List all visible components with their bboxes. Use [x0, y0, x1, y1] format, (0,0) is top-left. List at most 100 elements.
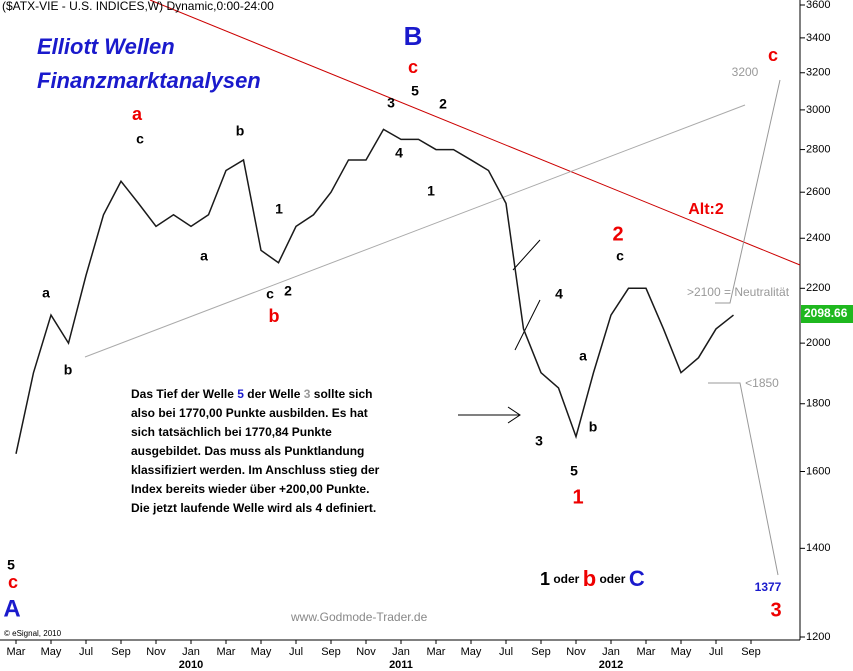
annotation: 3 [770, 599, 781, 621]
annotation: A [3, 595, 20, 622]
target-line-down [708, 382, 779, 576]
x-tick-label: Jan [182, 646, 200, 658]
annotation: 1 [572, 486, 583, 508]
annotation: c [8, 572, 18, 592]
y-tick-label: 2400 [806, 232, 830, 244]
price-line [15, 128, 734, 454]
annotation: 1 [275, 201, 283, 217]
y-tick-label: 1400 [806, 542, 830, 554]
alternatives: 1 oder b oder C [540, 566, 645, 591]
x-tick-label: Mar [637, 646, 656, 658]
annotation: a [579, 348, 587, 364]
annotation: 4 [555, 286, 563, 302]
y-tick-label: 3200 [806, 67, 830, 79]
annotation: Finanzmarktanalysen [37, 68, 261, 93]
note-text: Die jetzt laufende Welle wird als 4 defi… [131, 501, 376, 515]
annotation: a [42, 285, 50, 301]
note-text: der Welle [244, 387, 304, 401]
watermark: www.Godmode-Trader.de [290, 610, 428, 624]
alternative: 1 [540, 569, 550, 589]
arrow-head [507, 406, 521, 424]
annotation: c [616, 248, 624, 264]
annotation: b [236, 123, 245, 139]
x-tick-label: Jan [602, 646, 620, 658]
note-text: ausgebildet. Das muss als Punktlandung [131, 444, 364, 458]
note-text: klassifiziert werden. Im Anschluss stieg… [131, 463, 380, 477]
annotation: c [768, 45, 778, 65]
alternative: oder [596, 572, 629, 586]
x-tick-label: Jul [499, 646, 513, 658]
x-tick-label: May [41, 646, 62, 658]
note-text: 3 [304, 387, 311, 401]
annotation: 3200 [732, 65, 759, 79]
x-tick-label: Mar [427, 646, 446, 658]
annotation: 5 [411, 83, 419, 99]
annotation: <1850 [745, 376, 779, 390]
x-tick-label: May [251, 646, 272, 658]
y-tick-label: 1600 [806, 465, 830, 477]
x-tick-label: Jan [392, 646, 410, 658]
x-tick-label: May [461, 646, 482, 658]
y-tick-label: 1200 [806, 631, 830, 643]
annotation: a [132, 104, 143, 124]
wave-line [514, 299, 541, 351]
x-tick-label: Nov [566, 646, 586, 658]
price-box [801, 305, 853, 323]
annotation: Elliott Wellen [37, 34, 175, 59]
x-tick-label: Mar [217, 646, 236, 658]
y-tick-label: 1800 [806, 398, 830, 410]
year-label: 2010 [179, 659, 203, 671]
y-tick-label: 3600 [806, 0, 830, 11]
annotation: 1377 [755, 580, 782, 594]
y-tick-label: 2800 [806, 143, 830, 155]
y-tick-label: 2000 [806, 337, 830, 349]
annotation: c [408, 57, 418, 77]
annotation: b [64, 362, 73, 378]
annotation: 3 [387, 95, 395, 111]
support-line [84, 104, 746, 358]
note: Das Tief der Welle 5 der Welle 3 sollte … [131, 387, 380, 515]
annotation: c [136, 131, 144, 147]
y-tick-label: 3400 [806, 32, 830, 44]
x-tick-label: Sep [111, 646, 131, 658]
x-tick-label: May [671, 646, 692, 658]
alternative: b [583, 566, 596, 591]
target-line-up [715, 79, 781, 304]
x-tick-label: Nov [146, 646, 166, 658]
x-tick-label: Mar [7, 646, 26, 658]
resistance-line [149, 0, 801, 266]
note-text: Index bereits wieder über +200,00 Punkte… [131, 482, 369, 496]
y-tick-label: 2200 [806, 282, 830, 294]
note-text: sollte sich [310, 387, 372, 401]
x-tick-label: Nov [356, 646, 376, 658]
annotation: b [589, 419, 598, 435]
copyright: © eSignal, 2010 [4, 629, 62, 638]
y-tick-label: 2600 [806, 186, 830, 198]
annotation: a [200, 248, 208, 264]
x-tick-label: Sep [741, 646, 761, 658]
chart-title: ($ATX-VIE - U.S. INDICES,W) Dynamic,0:00… [2, 0, 274, 13]
last-price: 2098.66 [804, 306, 848, 320]
x-tick-label: Sep [531, 646, 551, 658]
annotation: 5 [7, 557, 15, 573]
annotation: 5 [570, 463, 578, 479]
alternative: oder [550, 572, 583, 586]
x-tick-label: Jul [79, 646, 93, 658]
annotation: 2 [439, 96, 447, 112]
alternative: C [629, 566, 645, 591]
note-text: also bei 1770,00 Punkte ausbilden. Es ha… [131, 406, 368, 420]
year-label: 2011 [389, 659, 413, 671]
x-tick-label: Jul [289, 646, 303, 658]
year-label: 2012 [599, 659, 623, 671]
annotation: B [404, 21, 423, 51]
annotation: 2 [284, 283, 292, 299]
note-text: sich tatsächlich bei 1770,84 Punkte [131, 425, 332, 439]
note-text: Das Tief der Welle [131, 387, 237, 401]
wave-line [512, 239, 541, 271]
annotation: b [269, 306, 280, 326]
annotation: 4 [395, 145, 403, 161]
annotation: 3 [535, 433, 543, 449]
x-tick-label: Jul [709, 646, 723, 658]
